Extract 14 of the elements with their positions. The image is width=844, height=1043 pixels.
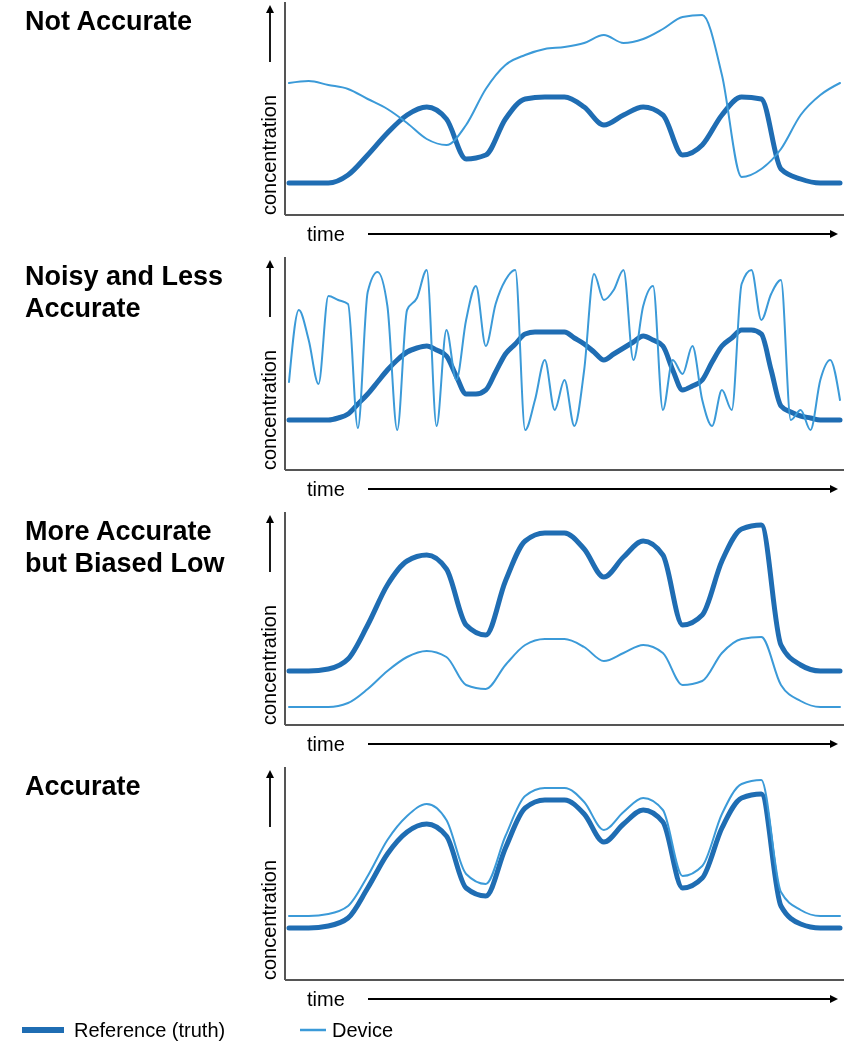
x-axis-title: time bbox=[307, 988, 345, 1010]
x-axis-title: time bbox=[307, 478, 345, 500]
chart-title: Not Accurate bbox=[25, 6, 193, 36]
legend-label: Device bbox=[332, 1019, 394, 1041]
x-axis-title: time bbox=[307, 733, 345, 755]
chart-title: More Accurate but Biased Low bbox=[25, 516, 226, 578]
y-axis-title: concentration bbox=[258, 349, 280, 470]
x-axis-title: time bbox=[307, 223, 345, 245]
y-axis-title: concentration bbox=[258, 859, 280, 980]
chart-title: Noisy and Less Accurate bbox=[25, 261, 224, 323]
chart-title: Accurate bbox=[25, 771, 141, 801]
y-axis-title: concentration bbox=[258, 94, 280, 215]
y-axis-title: concentration bbox=[258, 604, 280, 725]
legend-label: Reference (truth) bbox=[74, 1019, 226, 1041]
